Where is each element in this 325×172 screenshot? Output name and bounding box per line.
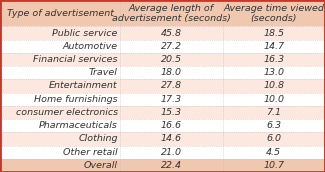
Text: Average length of
advertisement (seconds): Average length of advertisement (seconds…: [112, 4, 231, 23]
Text: Travel: Travel: [89, 68, 118, 77]
Text: 15.3: 15.3: [161, 108, 182, 117]
Bar: [120, 79, 223, 93]
Text: 27.8: 27.8: [161, 82, 182, 90]
Bar: [0, 53, 120, 66]
Bar: [120, 159, 223, 172]
Text: 7.1: 7.1: [266, 108, 281, 117]
Bar: [223, 119, 325, 132]
Text: 10.0: 10.0: [263, 95, 284, 104]
Bar: [223, 26, 325, 40]
Text: 6.0: 6.0: [266, 135, 281, 143]
Text: consumer electronics: consumer electronics: [16, 108, 118, 117]
Bar: [120, 132, 223, 146]
Bar: [0, 119, 120, 132]
Bar: [0, 132, 120, 146]
Text: 10.8: 10.8: [263, 82, 284, 90]
Bar: [0, 79, 120, 93]
Bar: [0, 0, 120, 26]
Bar: [120, 53, 223, 66]
Text: 16.6: 16.6: [161, 121, 182, 130]
Bar: [120, 106, 223, 119]
Text: Entertainment: Entertainment: [49, 82, 118, 90]
Bar: [223, 40, 325, 53]
Bar: [0, 66, 120, 79]
Text: Overall: Overall: [84, 161, 118, 170]
Text: 14.7: 14.7: [263, 42, 284, 51]
Bar: [223, 146, 325, 159]
Text: 45.8: 45.8: [161, 29, 182, 37]
Text: Average time viewed
(seconds): Average time viewed (seconds): [223, 4, 324, 23]
Bar: [120, 93, 223, 106]
Bar: [120, 146, 223, 159]
Text: 20.5: 20.5: [161, 55, 182, 64]
Bar: [120, 119, 223, 132]
Bar: [0, 159, 120, 172]
Bar: [0, 93, 120, 106]
Bar: [223, 93, 325, 106]
Text: Home furnishings: Home furnishings: [34, 95, 118, 104]
Text: 18.5: 18.5: [263, 29, 284, 37]
Bar: [223, 106, 325, 119]
Bar: [0, 146, 120, 159]
Text: Clothing: Clothing: [78, 135, 118, 143]
Text: 18.0: 18.0: [161, 68, 182, 77]
Text: 14.6: 14.6: [161, 135, 182, 143]
Bar: [120, 0, 223, 26]
Bar: [223, 66, 325, 79]
Text: 16.3: 16.3: [263, 55, 284, 64]
Text: 22.4: 22.4: [161, 161, 182, 170]
Bar: [223, 132, 325, 146]
Text: 27.2: 27.2: [161, 42, 182, 51]
Text: 21.0: 21.0: [161, 148, 182, 157]
Bar: [223, 0, 325, 26]
Bar: [223, 159, 325, 172]
Bar: [0, 40, 120, 53]
Bar: [223, 53, 325, 66]
Text: Type of advertisement: Type of advertisement: [6, 9, 114, 18]
Bar: [0, 106, 120, 119]
Bar: [120, 66, 223, 79]
Text: 13.0: 13.0: [263, 68, 284, 77]
Text: Other retail: Other retail: [63, 148, 118, 157]
Text: Automotive: Automotive: [62, 42, 118, 51]
Bar: [120, 40, 223, 53]
Text: Public service: Public service: [52, 29, 118, 37]
Text: 17.3: 17.3: [161, 95, 182, 104]
Bar: [120, 26, 223, 40]
Text: 10.7: 10.7: [263, 161, 284, 170]
Bar: [0, 26, 120, 40]
Bar: [223, 79, 325, 93]
Text: Financial services: Financial services: [33, 55, 118, 64]
Text: 6.3: 6.3: [266, 121, 281, 130]
Text: 4.5: 4.5: [266, 148, 281, 157]
Text: Pharmaceuticals: Pharmaceuticals: [39, 121, 118, 130]
